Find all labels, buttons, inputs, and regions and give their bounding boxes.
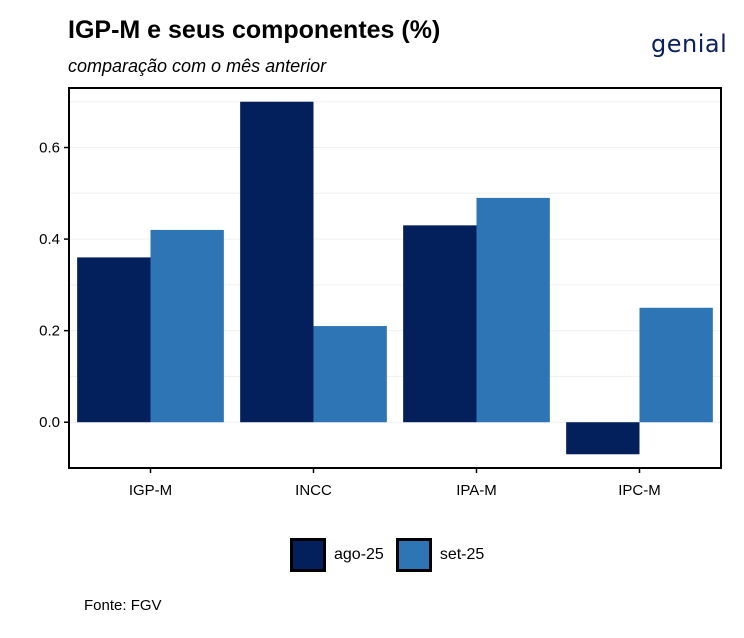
legend-label-ago-25: ago-25 (334, 546, 384, 563)
x-tick-label: IPA-M (456, 482, 497, 499)
y-tick-label: 0.2 (39, 323, 60, 340)
bars (77, 101, 713, 455)
legend-swatch-ago-25 (290, 538, 326, 572)
legend: ago-25 set-25 (290, 538, 496, 572)
x-tick-label: INCC (295, 482, 332, 499)
x-tick-label: IGP-M (129, 482, 172, 499)
x-tick-label: IPC-M (618, 482, 661, 499)
bar-ipa-m-set-25 (476, 197, 550, 423)
y-tick-label: 0.0 (39, 414, 60, 431)
genial-logo: genial (651, 30, 728, 58)
source-note: Fonte: FGV (84, 597, 162, 614)
legend-item-set-25: set-25 (395, 538, 485, 572)
y-axis: 0.0 0.2 0.4 0.6 (39, 140, 69, 431)
bar-igp-m-ago-25 (77, 257, 151, 423)
y-tick-label: 0.4 (39, 231, 60, 248)
plot-panel-border (68, 87, 722, 469)
legend-swatch-set-25 (395, 538, 432, 572)
bar-incc-ago-25 (240, 101, 314, 423)
bar-ipc-m-ago-25 (566, 422, 640, 455)
x-axis: IGP-M INCC IPA-M IPC-M (129, 468, 661, 499)
chart-subtitle: comparação com o mês anterior (68, 56, 327, 76)
bar-incc-set-25 (313, 326, 387, 423)
bar-igp-m-set-25 (150, 229, 224, 423)
bar-ipc-m-set-25 (639, 307, 713, 423)
y-tick-label: 0.6 (39, 140, 60, 157)
bar-ipa-m-ago-25 (403, 225, 477, 423)
chart-title: IGP-M e seus componentes (%) (68, 16, 441, 44)
legend-label-set-25: set-25 (439, 546, 485, 563)
legend-item-ago-25: ago-25 (290, 538, 384, 572)
